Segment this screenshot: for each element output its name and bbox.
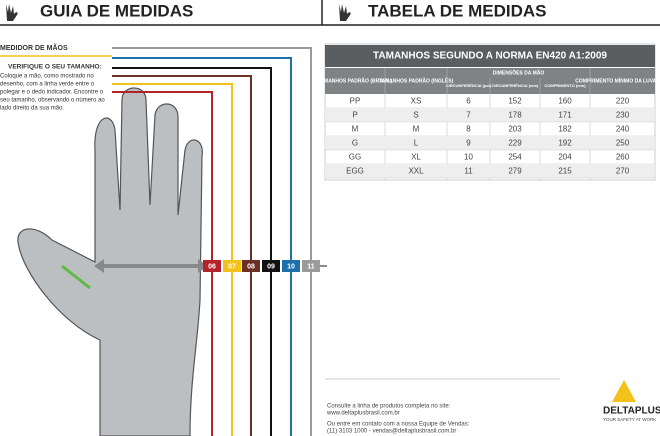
column-header: COMPRIMENTO MÍNIMO DA LUVA (mm) <box>575 76 660 84</box>
cell: S <box>413 111 418 120</box>
cell: 204 <box>558 153 572 162</box>
size-label: 08 <box>247 263 255 270</box>
cell: M <box>352 125 359 134</box>
cell: 7 <box>466 111 471 120</box>
row-shade <box>325 108 655 122</box>
brand: DELTAPLUS <box>603 406 660 417</box>
sub-header: CIRCUNFERÊNCIA (pol) <box>446 83 492 88</box>
instruction-line: Coloque a mão, como mostrado no <box>0 74 94 80</box>
tagline: YOUR SAFETY AT WORK <box>603 417 656 422</box>
size-label: 09 <box>267 263 275 270</box>
size-marker <box>282 260 300 272</box>
footer-line: Consulte a linha de produtos completa no… <box>327 404 451 410</box>
cell: 171 <box>558 111 572 120</box>
cell: 260 <box>616 153 630 162</box>
size-marker <box>223 260 241 272</box>
cell: 9 <box>466 139 471 148</box>
cell: 203 <box>508 125 522 134</box>
size-marker <box>203 260 221 272</box>
cell: 240 <box>616 125 630 134</box>
size-marker <box>262 260 280 272</box>
instruction-line: seu tamanho, observando o número ao <box>0 98 105 104</box>
column-header: DIMENSÕES DA MÃO <box>493 69 545 76</box>
size-label: 10 <box>287 263 295 270</box>
size-line <box>112 67 272 436</box>
row-shade <box>325 136 655 150</box>
size-line <box>112 75 252 436</box>
size-label: 06 <box>208 263 216 270</box>
instruction-line: polegar e o dedo indicador. Encontre o <box>0 90 104 96</box>
right-title: TABELA DE MEDIDAS <box>368 1 547 20</box>
cell: 178 <box>508 111 522 120</box>
cell: XXL <box>408 167 424 176</box>
cell: 10 <box>464 153 473 162</box>
cell: 220 <box>616 97 630 106</box>
cell: 8 <box>466 125 471 134</box>
cell: XL <box>411 153 421 162</box>
row-shade <box>325 164 655 178</box>
cell: 160 <box>558 97 572 106</box>
size-line <box>112 91 213 436</box>
cell: 250 <box>616 139 630 148</box>
cell: 270 <box>616 167 630 176</box>
size-marker <box>242 260 260 272</box>
cell: 215 <box>558 167 572 176</box>
cell: 192 <box>558 139 572 148</box>
size-line <box>112 47 312 436</box>
cell: 230 <box>616 111 630 120</box>
footer-line: Ou entre em contato com a nossa Equipe d… <box>327 422 470 428</box>
cell: 6 <box>466 97 471 106</box>
cell: 254 <box>508 153 522 162</box>
left-title: GUIA DE MEDIDAS <box>40 1 193 20</box>
check-title: VERIFIQUE O SEU TAMANHO: <box>8 64 102 71</box>
cell: EGG <box>346 167 364 176</box>
cell: 229 <box>508 139 522 148</box>
cell: 279 <box>508 167 522 176</box>
cell: 152 <box>508 97 522 106</box>
size-label: 07 <box>228 263 236 270</box>
size-line <box>112 83 233 436</box>
cell: G <box>352 139 358 148</box>
cell: L <box>414 139 419 148</box>
cell: 11 <box>464 167 473 176</box>
column-header: TAMANHOS PADRÃO (BRASIL) <box>318 77 393 84</box>
size-label: 11 <box>307 263 315 270</box>
cell: M <box>413 125 420 134</box>
sub-header: CIRCUNFERÊNCIA (mm) <box>492 83 539 88</box>
cell: XS <box>411 97 422 106</box>
size-line <box>112 57 292 436</box>
cell: PP <box>350 97 361 106</box>
instruction-line: lado direito da sua mão. <box>0 106 64 112</box>
cell: 182 <box>558 125 572 134</box>
size-marker <box>302 260 320 272</box>
cell: P <box>352 111 357 120</box>
cell: GG <box>349 153 361 162</box>
column-header: TAMANHOS PADRÃO (INGLÊS) <box>379 76 454 84</box>
meter-label: MEDIDOR DE MÃOS <box>0 43 68 52</box>
footer-line: (11) 3103 1000 - vendas@deltaplusbrasil.… <box>327 429 456 435</box>
table-title: TAMANHOS SEGUNDO A NORMA EN420 A1:2009 <box>373 51 607 62</box>
footer-line: www.deltaplusbrasil.com.br <box>326 411 400 417</box>
sub-header: COMPRIMENTO (mm) <box>544 83 586 88</box>
instruction-line: desenho, com a linha verde entre o <box>0 82 95 88</box>
